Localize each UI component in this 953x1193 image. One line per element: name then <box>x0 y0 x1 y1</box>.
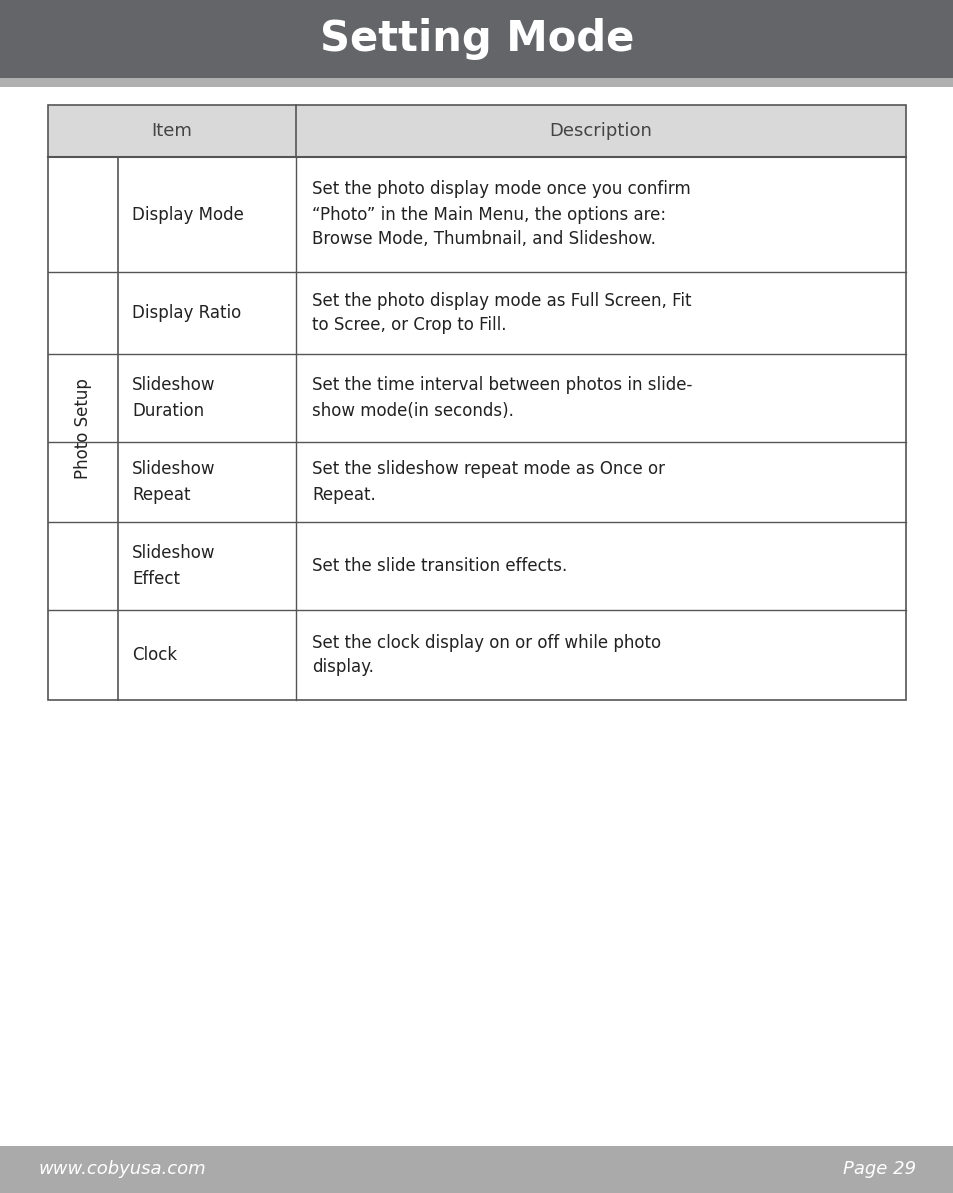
Text: www.cobyusa.com: www.cobyusa.com <box>38 1161 206 1179</box>
Text: Slideshow
Repeat: Slideshow Repeat <box>132 460 215 503</box>
Text: Set the photo display mode as Full Screen, Fit
to Scree, or Crop to Fill.: Set the photo display mode as Full Scree… <box>312 291 691 334</box>
Text: Display Mode: Display Mode <box>132 205 244 223</box>
Bar <box>0 1146 953 1193</box>
Text: Clock: Clock <box>132 645 177 665</box>
Text: Item: Item <box>152 122 193 140</box>
Bar <box>48 105 905 157</box>
Bar <box>0 0 953 78</box>
Text: Set the slide transition effects.: Set the slide transition effects. <box>312 557 567 575</box>
Text: Page 29: Page 29 <box>842 1161 915 1179</box>
Text: Setting Mode: Setting Mode <box>319 18 634 60</box>
Text: Description: Description <box>549 122 652 140</box>
Text: Set the time interval between photos in slide-
show mode(in seconds).: Set the time interval between photos in … <box>312 377 692 420</box>
Text: Photo Setup: Photo Setup <box>74 378 91 478</box>
Text: Slideshow
Effect: Slideshow Effect <box>132 544 215 587</box>
Text: Set the slideshow repeat mode as Once or
Repeat.: Set the slideshow repeat mode as Once or… <box>312 460 664 503</box>
Text: Slideshow
Duration: Slideshow Duration <box>132 377 215 420</box>
Bar <box>0 78 953 87</box>
Bar <box>48 105 905 700</box>
Text: Display Ratio: Display Ratio <box>132 304 241 322</box>
Text: Set the clock display on or off while photo
display.: Set the clock display on or off while ph… <box>312 633 660 676</box>
Text: Set the photo display mode once you confirm
“Photo” in the Main Menu, the option: Set the photo display mode once you conf… <box>312 180 690 248</box>
